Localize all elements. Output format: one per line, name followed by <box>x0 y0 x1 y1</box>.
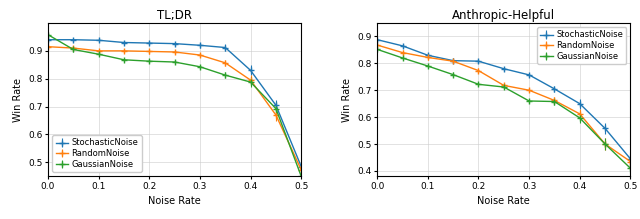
Title: Anthropic-Helpful: Anthropic-Helpful <box>452 9 556 22</box>
Legend: StochasticNoise, RandomNoise, GaussianNoise: StochasticNoise, RandomNoise, GaussianNo… <box>537 27 626 64</box>
X-axis label: Noise Rate: Noise Rate <box>477 196 530 206</box>
Y-axis label: Win Rate: Win Rate <box>13 78 22 122</box>
Y-axis label: Win Rate: Win Rate <box>342 78 352 122</box>
Title: TL;DR: TL;DR <box>157 9 192 22</box>
X-axis label: Noise Rate: Noise Rate <box>148 196 201 206</box>
Legend: StochasticNoise, RandomNoise, GaussianNoise: StochasticNoise, RandomNoise, GaussianNo… <box>52 135 141 172</box>
